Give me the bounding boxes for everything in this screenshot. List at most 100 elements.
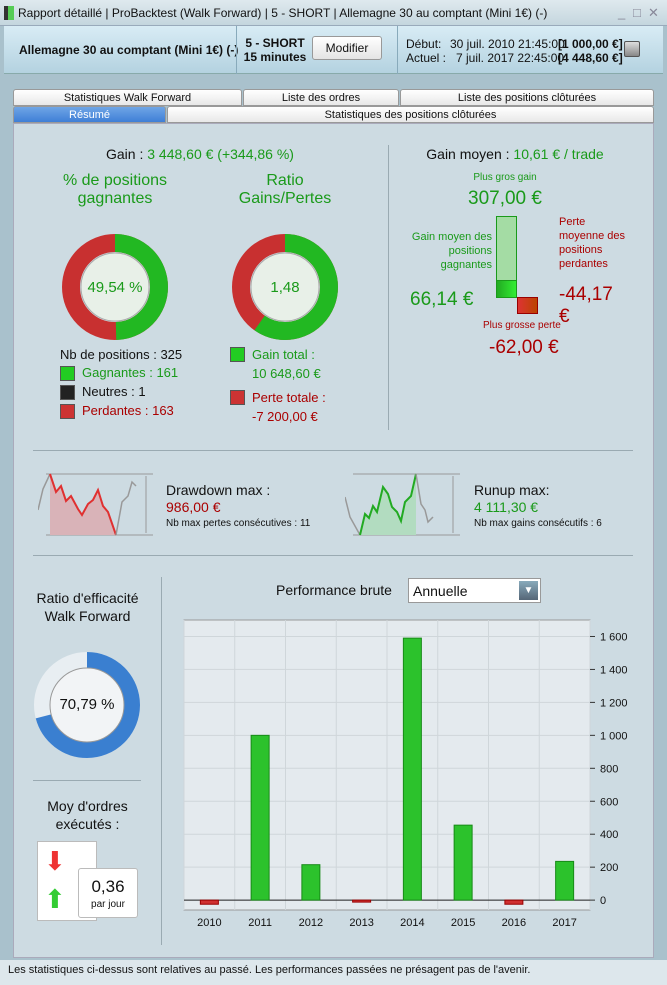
bar-2012 <box>301 864 321 901</box>
current-label: Actuel : <box>406 51 447 65</box>
y-tick-label: 400 <box>600 829 618 841</box>
winners-count: Gagnantes : 161 <box>82 365 179 380</box>
bar-2015 <box>453 824 473 901</box>
window-title: Rapport détaillé | ProBacktest (Walk For… <box>18 6 548 20</box>
y-tick-label: 600 <box>600 796 618 808</box>
y-tick-label: 1 400 <box>600 664 628 676</box>
runup-value: 4 111,30 € <box>474 499 539 515</box>
avg-win-label: Gain moyen des positions gagnantes <box>411 231 492 271</box>
x-tick-label: 2017 <box>552 917 576 929</box>
tab-closed-positions-stats[interactable]: Statistiques des positions clôturées <box>167 106 654 123</box>
current-date: 7 juil. 2017 22:45:00 <box>456 51 565 65</box>
y-tick-label: 200 <box>600 862 618 874</box>
print-icon[interactable] <box>624 41 640 57</box>
modify-button[interactable]: Modifier <box>312 36 382 60</box>
x-tick-label: 2016 <box>502 917 526 929</box>
strategy-name: 5 - SHORT <box>245 36 305 50</box>
total-gain-value: 10 648,60 € <box>252 366 321 381</box>
minimize-icon[interactable]: _ <box>618 5 626 20</box>
period-select[interactable]: Annuelle ▼ <box>408 578 541 603</box>
x-tick-label: 2014 <box>400 917 424 929</box>
biggest-loss-label: Plus grosse perte <box>483 320 561 331</box>
win-pct-value: 49,54 % <box>87 279 143 296</box>
win-pct-title: % de positions gagnantes <box>62 172 168 207</box>
start-date: 30 juil. 2010 21:45:00 <box>450 37 565 51</box>
report-header: Allemagne 30 au comptant (Mini 1€) (-) 5… <box>4 26 663 74</box>
total-loss-swatch <box>230 390 245 405</box>
total-loss-value: -7 200,00 € <box>252 409 318 424</box>
wf-efficiency-donut <box>34 652 140 758</box>
avg-gain: Gain moyen : 10,61 € / trade <box>395 146 635 162</box>
avg-loss-label: Perte moyenne des positions perdantes <box>559 216 626 270</box>
legend-win-swatch <box>60 366 75 381</box>
gain-summary: Gain : 3 448,60 € (+344,86 %) <box>30 146 370 162</box>
nb-positions: Nb de positions : 325 <box>60 347 183 362</box>
tab-closed-positions-list[interactable]: Liste des positions clôturées <box>400 89 654 106</box>
x-tick-label: 2015 <box>451 917 475 929</box>
performance-chart: 0 200 400 600 800 1 000 1 200 1 400 1 600 2010 201… <box>183 619 628 929</box>
ratio-value: 1,48 <box>270 279 300 296</box>
start-label: Début: <box>406 37 442 51</box>
close-icon[interactable]: ✕ <box>648 5 659 20</box>
total-gain-swatch <box>230 347 245 362</box>
neutral-count: Neutres : 1 <box>82 384 146 399</box>
x-tick-label: 2010 <box>197 917 221 929</box>
arrow-down-icon: ⬇ <box>44 846 66 876</box>
divider <box>161 577 162 945</box>
avg-gain-value: 10,61 € / trade <box>513 146 604 162</box>
orders-value-box: 0,36 par jour <box>78 868 138 918</box>
ratio-donut <box>232 234 338 340</box>
orders-per-day-unit: par jour <box>91 899 125 910</box>
divider <box>33 780 141 781</box>
app-logo-icon <box>4 6 14 20</box>
runup-label: Runup max: <box>474 482 550 498</box>
y-tick-label: 1 600 <box>600 631 628 643</box>
bar-2016 <box>504 899 524 905</box>
biggest-gain-value: 307,00 € <box>468 188 542 209</box>
bar-2014 <box>402 637 422 901</box>
gain-value: 3 448,60 € (+344,86 %) <box>147 146 294 162</box>
maximize-icon[interactable]: □ <box>633 5 641 20</box>
x-tick-label: 2011 <box>248 917 272 929</box>
wf-efficiency-title: Ratio d'efficacité Walk Forward <box>36 590 139 624</box>
max-consecutive-losses: Nb max pertes consécutives : 11 <box>166 518 311 529</box>
runup-sparkline <box>345 473 460 536</box>
divider <box>388 145 389 430</box>
legend-loss-swatch <box>60 404 75 419</box>
donut-win-arc <box>62 234 168 340</box>
chevron-down-icon[interactable]: ▼ <box>519 581 538 600</box>
disclaimer: Les statistiques ci-dessus sont relative… <box>0 960 667 985</box>
ratio-title: Ratio Gains/Pertes <box>238 172 332 207</box>
bar-2010 <box>199 899 219 905</box>
x-tick-label: 2013 <box>349 917 373 929</box>
period-select-value: Annuelle <box>413 583 468 599</box>
win-pct-donut <box>62 234 168 340</box>
bar-2017 <box>555 860 575 901</box>
orders-per-day-value: 0,36 <box>91 877 125 896</box>
drawdown-label: Drawdown max : <box>166 482 271 498</box>
tab-order-list[interactable]: Liste des ordres <box>243 89 399 106</box>
bar-2013 <box>352 899 372 903</box>
tab-walk-forward-stats[interactable]: Statistiques Walk Forward <box>13 89 242 106</box>
y-tick-label: 1 000 <box>600 730 628 742</box>
instrument-name: Allemagne 30 au comptant (Mini 1€) (-) <box>19 43 239 57</box>
y-tick-label: 1 200 <box>600 697 628 709</box>
total-loss-label: Perte totale : <box>252 390 326 405</box>
arrow-up-icon: ⬆ <box>44 884 66 914</box>
tab-summary[interactable]: Résumé <box>13 106 166 123</box>
donut-efficiency-arc <box>34 652 140 758</box>
start-capital: [1 000,00 €] <box>558 37 623 51</box>
wf-efficiency-value: 70,79 % <box>59 696 115 713</box>
drawdown-value: 986,00 € <box>166 499 221 515</box>
avg-loss-bar <box>517 297 538 314</box>
legend-neutral-swatch <box>60 385 75 400</box>
max-consecutive-gains: Nb max gains consécutifs : 6 <box>474 518 602 529</box>
divider <box>33 450 633 451</box>
gain-label: Gain : <box>106 146 144 162</box>
title-bar: Rapport détaillé | ProBacktest (Walk For… <box>0 0 667 26</box>
y-tick-label: 800 <box>600 763 618 775</box>
total-gain-label: Gain total : <box>252 347 315 362</box>
x-tick-label: 2012 <box>299 917 323 929</box>
avg-win-value: 66,14 € <box>410 289 474 310</box>
divider <box>33 555 633 556</box>
